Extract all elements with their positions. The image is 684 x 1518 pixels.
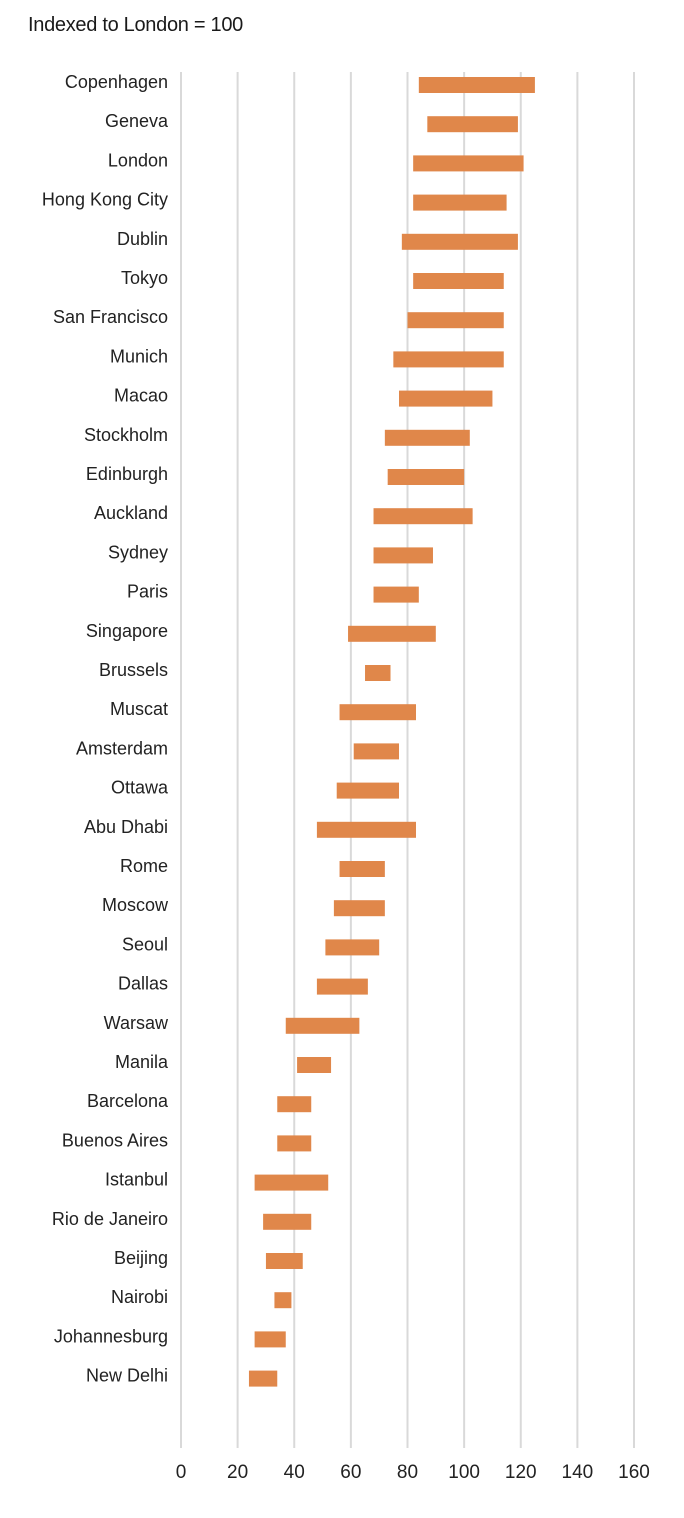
- category-label-new-delhi: New Delhi: [86, 1366, 168, 1386]
- bar-new-delhi: [248, 1370, 278, 1387]
- category-label-abu-dhabi: Abu Dhabi: [84, 817, 168, 837]
- category-label-buenos-aires: Buenos Aires: [62, 1130, 168, 1150]
- category-labels: Copenhagen Geneva London Hong Kong City Dubl…: [42, 72, 169, 1386]
- bar-ottawa: [336, 782, 400, 799]
- category-label-ottawa: Ottawa: [111, 778, 169, 798]
- x-tick-label-40: 40: [284, 1462, 305, 1483]
- x-tick-label-60: 60: [340, 1462, 361, 1483]
- category-label-macao: Macao: [114, 386, 168, 406]
- category-label-singapore: Singapore: [86, 621, 168, 641]
- category-label-warsaw: Warsaw: [104, 1013, 169, 1033]
- category-label-muscat: Muscat: [110, 699, 168, 719]
- bar-london: [413, 155, 524, 172]
- bar-warsaw: [285, 1017, 360, 1034]
- bar-seoul: [325, 939, 380, 956]
- gridlines: [180, 72, 635, 1448]
- bar-nairobi: [274, 1292, 292, 1309]
- category-label-moscow: Moscow: [102, 895, 169, 915]
- category-label-amsterdam: Amsterdam: [76, 738, 168, 758]
- x-tick-label-160: 160: [618, 1462, 650, 1483]
- category-label-copenhagen: Copenhagen: [65, 72, 168, 92]
- bar-manila: [297, 1057, 332, 1073]
- bar-paris: [373, 586, 419, 603]
- category-label-dallas: Dallas: [118, 974, 168, 994]
- bar-dublin: [401, 233, 518, 250]
- bar-dallas: [316, 978, 368, 995]
- range-bars: [248, 77, 535, 1387]
- category-label-edinburgh: Edinburgh: [86, 464, 168, 484]
- category-label-munich: Munich: [110, 346, 168, 366]
- category-label-stockholm: Stockholm: [84, 425, 168, 445]
- bar-copenhagen: [418, 77, 535, 93]
- bar-singapore: [348, 625, 436, 642]
- bar-hong-kong-city: [413, 194, 507, 211]
- bar-muscat: [339, 704, 416, 721]
- category-label-geneva: Geneva: [105, 111, 169, 131]
- category-label-dublin: Dublin: [117, 229, 168, 249]
- bar-buenos-aires: [277, 1135, 312, 1152]
- category-label-manila: Manila: [115, 1052, 169, 1072]
- x-tick-label-100: 100: [448, 1462, 480, 1483]
- category-label-sydney: Sydney: [108, 542, 168, 562]
- bar-macao: [399, 390, 493, 407]
- category-label-seoul: Seoul: [122, 934, 168, 954]
- category-label-san-francisco: San Francisco: [53, 307, 168, 327]
- category-label-tokyo: Tokyo: [121, 268, 168, 288]
- x-tick-label-140: 140: [562, 1462, 594, 1483]
- bar-geneva: [427, 116, 518, 133]
- x-tick-label-120: 120: [505, 1462, 537, 1483]
- category-label-johannesburg: Johannesburg: [54, 1326, 168, 1346]
- bar-rio-de-janeiro: [263, 1213, 312, 1230]
- category-label-rome: Rome: [120, 856, 168, 876]
- bar-san-francisco: [407, 312, 504, 329]
- bar-brussels: [365, 665, 391, 681]
- x-tick-label-0: 0: [176, 1462, 187, 1483]
- bar-rome: [339, 861, 385, 877]
- category-label-nairobi: Nairobi: [111, 1287, 168, 1307]
- category-label-hong-kong-city: Hong Kong City: [42, 190, 168, 210]
- bar-amsterdam: [353, 743, 400, 760]
- category-label-istanbul: Istanbul: [105, 1170, 168, 1190]
- bar-barcelona: [277, 1096, 312, 1113]
- x-axis-tick-labels: 0 20 40 60 80 100 120 140 160: [176, 1462, 650, 1483]
- bar-tokyo: [413, 273, 504, 289]
- category-label-auckland: Auckland: [94, 503, 168, 523]
- category-label-beijing: Beijing: [114, 1248, 168, 1268]
- x-tick-label-80: 80: [397, 1462, 418, 1483]
- x-tick-label-20: 20: [227, 1462, 248, 1483]
- chart-subtitle: Indexed to London = 100: [28, 14, 243, 36]
- category-label-paris: Paris: [127, 582, 168, 602]
- category-label-london: London: [108, 150, 168, 170]
- bar-edinburgh: [387, 469, 465, 485]
- category-label-brussels: Brussels: [99, 660, 168, 680]
- bar-abu-dhabi: [316, 821, 416, 838]
- bar-moscow: [333, 900, 385, 917]
- bar-istanbul: [254, 1174, 329, 1191]
- bar-johannesburg: [254, 1331, 286, 1348]
- bar-stockholm: [384, 429, 470, 446]
- bar-beijing: [265, 1253, 303, 1269]
- category-label-rio-de-janeiro: Rio de Janeiro: [52, 1209, 168, 1229]
- bar-sydney: [373, 547, 433, 564]
- bar-munich: [393, 351, 504, 368]
- bar-auckland: [373, 508, 473, 525]
- category-label-barcelona: Barcelona: [87, 1091, 169, 1111]
